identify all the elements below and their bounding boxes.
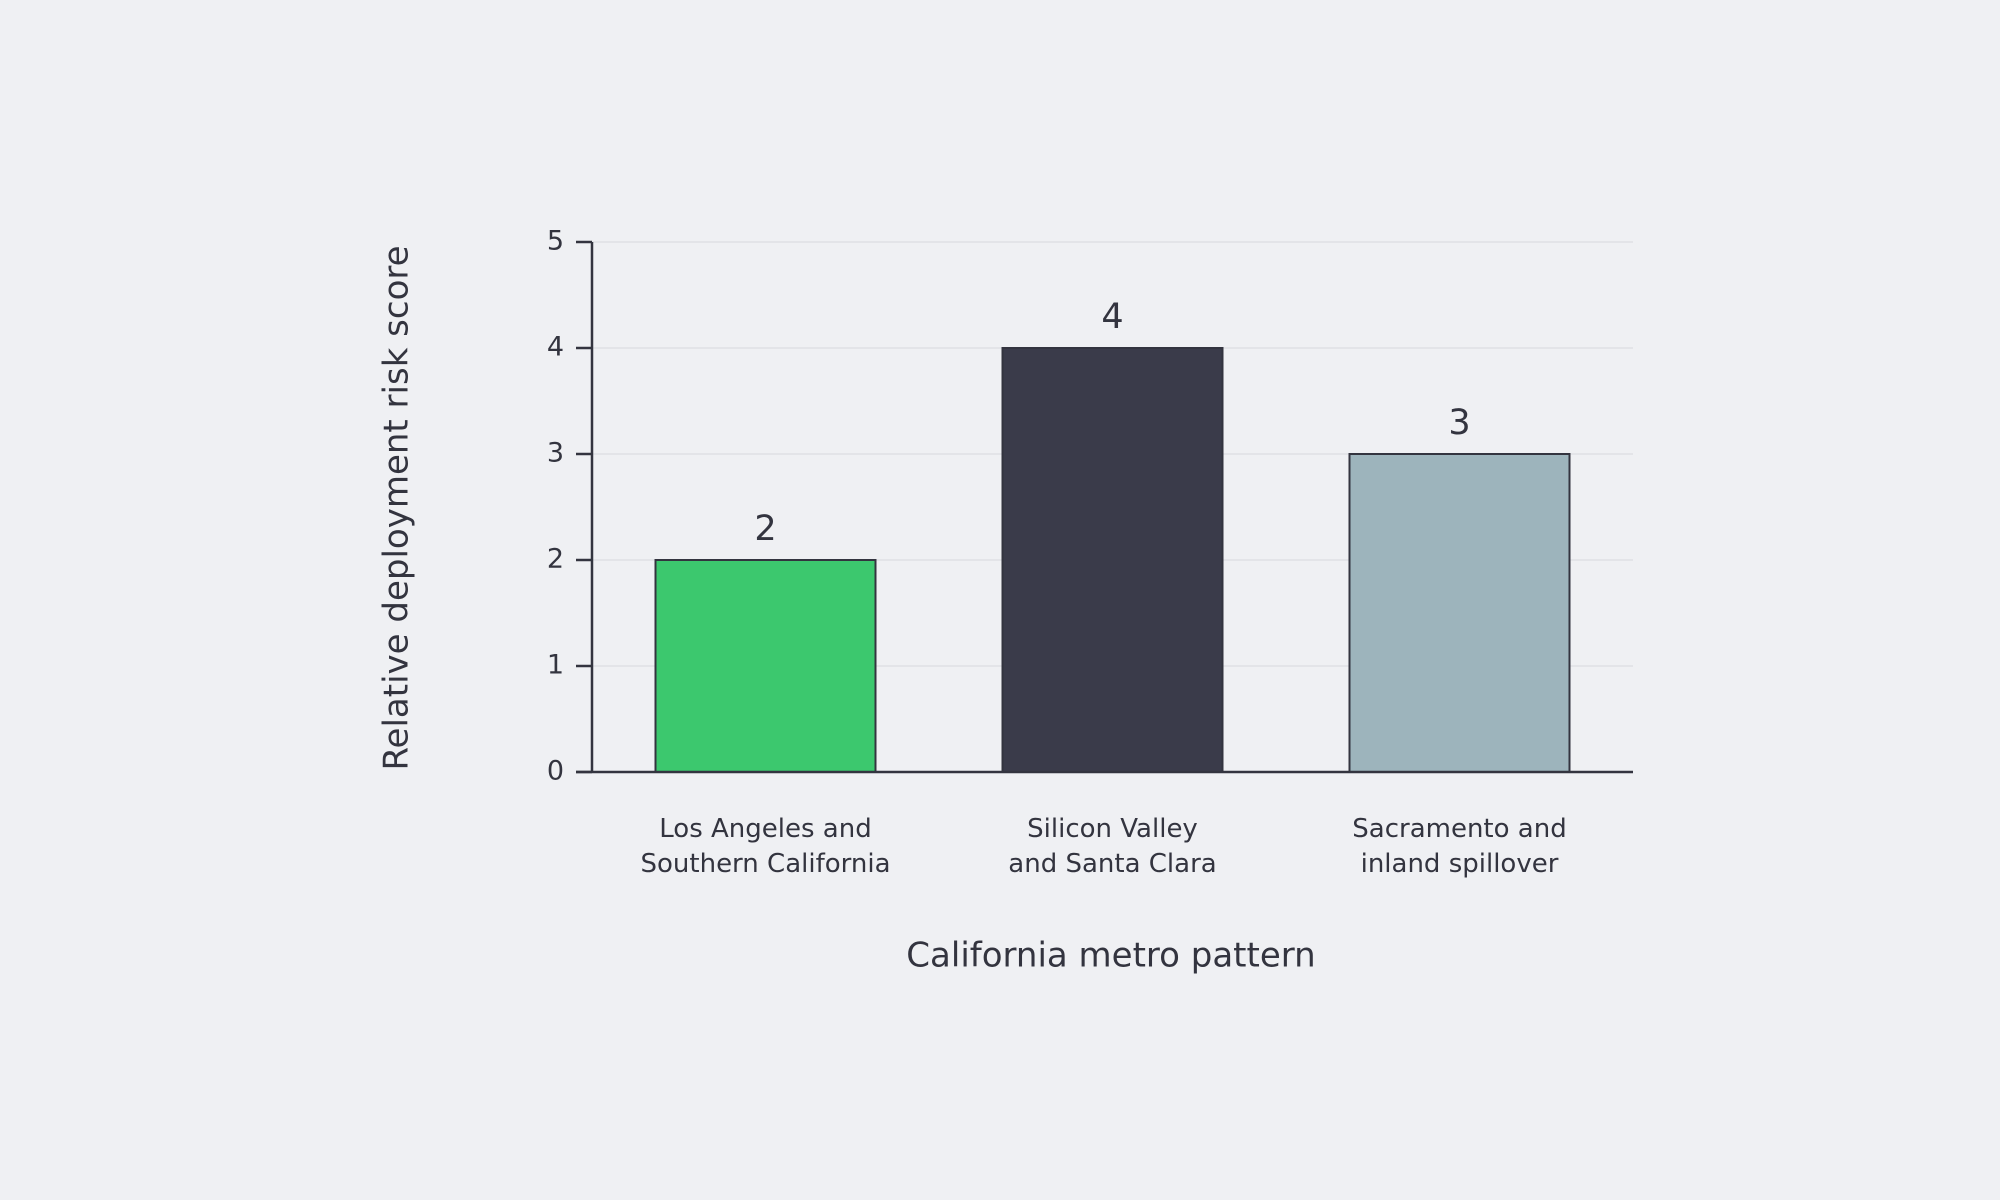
value-label: 2 xyxy=(754,509,776,549)
bar xyxy=(1348,453,1571,773)
y-tick-label: 1 xyxy=(547,650,564,681)
bar xyxy=(1001,347,1224,773)
y-axis-title: Relative deployment risk score xyxy=(377,245,417,770)
y-tick-label: 5 xyxy=(547,226,564,257)
value-label: 4 xyxy=(1101,297,1123,337)
x-tick-label: Silicon Valley and Santa Clara xyxy=(1008,814,1216,879)
x-tick-label: Sacramento and inland spillover xyxy=(1352,814,1566,879)
y-tick-label: 3 xyxy=(547,438,564,469)
y-tick-label: 0 xyxy=(547,756,564,787)
bar xyxy=(654,559,877,773)
y-tick-label: 4 xyxy=(547,332,564,363)
y-tick-label: 2 xyxy=(547,544,564,575)
value-label: 3 xyxy=(1448,403,1470,443)
x-axis-title: California metro pattern xyxy=(906,936,1315,976)
x-tick-label: Los Angeles and Southern California xyxy=(641,814,891,879)
